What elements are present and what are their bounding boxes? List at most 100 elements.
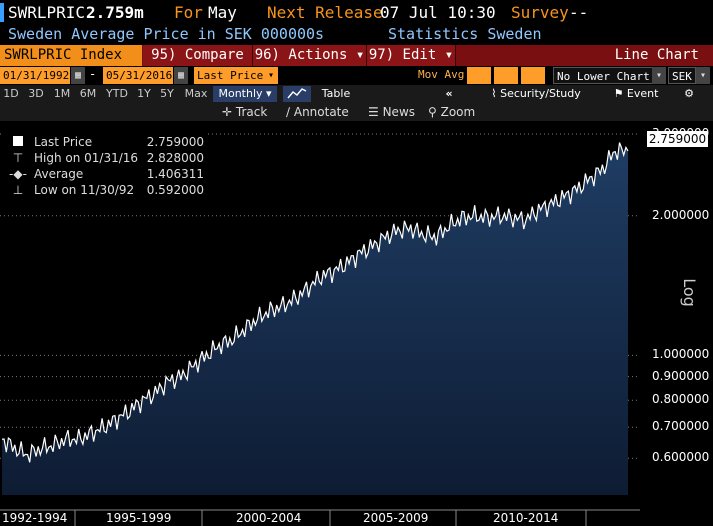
period-1y[interactable]: 1Y (137, 87, 151, 100)
annotate-label: Annotate (293, 105, 349, 119)
legend-name: High on 01/31/16 (34, 151, 139, 165)
track-button[interactable]: ✛ Track (222, 103, 267, 121)
chart-type-label[interactable]: Line Chart (614, 47, 699, 63)
price-line (2, 142, 629, 463)
security-study-button[interactable]: ⌇ Security/Study (481, 85, 591, 103)
x-tick-label: 2000-2004 (236, 511, 302, 525)
next-release-value: 07 Jul 10:30 (380, 3, 496, 22)
legend-name: Average (34, 167, 84, 181)
calendar-icon[interactable]: ▦ (174, 67, 188, 84)
line-chart-icon[interactable] (283, 86, 311, 102)
y-tick-label: 0.900000 (652, 368, 710, 383)
mov-avg-label: Mov Avg (418, 68, 465, 81)
lower-chart-select[interactable]: No Lower Chart (553, 67, 653, 84)
menu-bar: SWRLPRIC Index 95) Compare 96) Actions ▾… (0, 45, 713, 66)
legend: Last Price 2.759000 ⊤ High on 01/31/16 2… (4, 132, 208, 200)
legend-value: 2.759000 (146, 135, 204, 149)
mov-avg-input-3[interactable] (521, 67, 545, 84)
annotate-button[interactable]: ∕ Annotate (286, 103, 349, 121)
period-1d[interactable]: 1D (3, 87, 19, 100)
line-chart-icon: ⌇ (491, 87, 501, 100)
legend-average: -◆- Average 1.406311 (4, 166, 208, 182)
legend-high: ⊤ High on 01/31/16 2.828000 (4, 150, 208, 166)
chevron-down-icon[interactable]: ▾ (652, 67, 666, 84)
tool-bar: ✛ Track ∕ Annotate ☰ News ⚲ Zoom (0, 103, 713, 121)
legend-name: Last Price (34, 135, 93, 149)
y-axis-label: Log (679, 278, 699, 307)
event-button[interactable]: ⚑ Event (606, 85, 666, 103)
square-icon (6, 134, 30, 150)
track-label: Track (235, 105, 268, 119)
legend-value: 0.592000 (146, 183, 204, 197)
data-source: Statistics Sweden (388, 25, 542, 43)
low-marker-icon: ⊥ (12, 183, 24, 197)
y-tick-label: 0.600000 (652, 450, 710, 465)
crosshair-icon: ✛ (222, 105, 236, 119)
chevron-down-icon[interactable]: ▾ (264, 67, 278, 84)
date-controls: 01/31/1992 ▦ - 05/31/2016 ▦ Last Price ▾… (0, 66, 713, 85)
table-button[interactable]: Table (321, 87, 351, 100)
high-marker-icon: ⊤ (12, 151, 24, 165)
start-date-input[interactable]: 01/31/1992 (0, 67, 70, 84)
currency-select[interactable]: SEK (668, 67, 696, 84)
period-max[interactable]: Max (184, 87, 208, 100)
last-value: 2.759m (86, 3, 144, 22)
event-label: Event (626, 87, 659, 100)
y-tick-label: 0.800000 (652, 392, 710, 407)
price-chart[interactable] (0, 121, 713, 526)
legend-low: ⊥ Low on 11/30/92 0.592000 (4, 182, 208, 198)
zoom-icon: ⚲ (428, 105, 441, 119)
x-tick-label: 1995-1999 (106, 511, 172, 525)
period-6m[interactable]: 6M (79, 87, 97, 100)
period-3d[interactable]: 3D (28, 87, 44, 100)
mov-avg-input-1[interactable] (467, 67, 491, 84)
y-tick-label: 1.000000 (652, 347, 710, 362)
zoom-label: Zoom (440, 105, 476, 119)
legend-name: Low on 11/30/92 (34, 183, 135, 197)
period-bar: 1D 3D 1M 6M YTD 1Y 5Y Max Monthly ▾ Tabl… (0, 85, 713, 103)
news-icon: ☰ (368, 105, 383, 119)
for-value: May (208, 3, 237, 22)
news-button[interactable]: ☰ News (368, 103, 415, 121)
period-ytd[interactable]: YTD (106, 87, 128, 100)
compare-button[interactable]: 95) Compare (143, 45, 253, 66)
legend-last: Last Price 2.759000 (4, 134, 208, 150)
actions-button[interactable]: 96) Actions ▾ (253, 45, 367, 66)
calendar-icon[interactable]: ▦ (71, 67, 85, 84)
accent-bar (0, 3, 4, 22)
period-5y[interactable]: 5Y (160, 87, 174, 100)
end-date-input[interactable]: 05/31/2016 (103, 67, 173, 84)
x-tick-label: 2005-2009 (363, 511, 429, 525)
security-study-label: Security/Study (500, 87, 581, 100)
description-bar: Sweden Average Price in SEK 000000s Stat… (0, 25, 713, 45)
index-label[interactable]: SWRLPRIC Index (0, 45, 142, 66)
pencil-icon: ∕ (286, 105, 294, 119)
for-label: For (174, 3, 203, 22)
mov-avg-input-2[interactable] (494, 67, 518, 84)
x-tick-label: 1992-1994 (2, 511, 68, 525)
field-select[interactable]: Last Price (194, 67, 264, 84)
price-area (2, 142, 628, 495)
period-1m[interactable]: 1M (53, 87, 71, 100)
ticker: SWRLPRIC (8, 3, 86, 22)
chevron-down-icon[interactable]: ▾ (696, 67, 710, 84)
edit-button[interactable]: 97) Edit ▾ (367, 45, 456, 66)
gear-icon[interactable]: ⚙ (684, 87, 694, 100)
legend-value: 2.828000 (146, 151, 204, 165)
next-release-label: Next Release (267, 3, 383, 22)
average-marker-icon: -◆- (9, 167, 27, 181)
y-tick-label: 0.700000 (652, 419, 710, 434)
frequency-dropdown[interactable]: Monthly ▾ (213, 86, 277, 102)
security-description: Sweden Average Price in SEK 000000s (8, 25, 325, 43)
last-value-marker: 2.759000 (647, 131, 708, 147)
flag-icon: ⚑ (613, 87, 627, 100)
news-label: News (382, 105, 416, 119)
x-tick-label: 2010-2014 (493, 511, 559, 525)
survey-label: Survey (511, 3, 569, 22)
title-bar: SWRLPRIC 2.759m For May Next Release 07 … (0, 0, 713, 25)
date-separator: - (89, 67, 97, 81)
zoom-button[interactable]: ⚲ Zoom (428, 103, 475, 121)
legend-value: 1.406311 (146, 167, 204, 181)
y-tick-label: 2.000000 (652, 207, 710, 222)
double-chevron-left-icon[interactable]: « (445, 87, 453, 100)
